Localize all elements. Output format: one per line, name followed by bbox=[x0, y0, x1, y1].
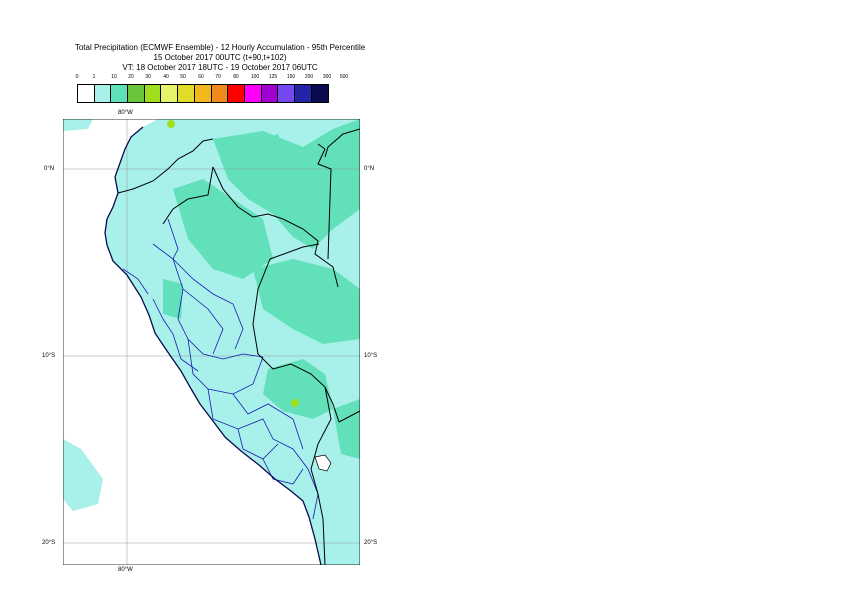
legend-swatch bbox=[94, 85, 112, 102]
bottom-lon-label: 80°W bbox=[118, 567, 133, 573]
legend-label: 80 bbox=[233, 74, 239, 80]
legend-label: 70 bbox=[215, 74, 221, 80]
lat-label-right: 20°S bbox=[364, 540, 378, 546]
legend-swatch bbox=[261, 85, 279, 102]
legend-label: 50 bbox=[180, 74, 186, 80]
base-time: 15 October 2017 00UTC (t+90,t+102) bbox=[153, 53, 287, 62]
legend-swatch bbox=[244, 85, 262, 102]
legend-swatch bbox=[194, 85, 212, 102]
lat-label-left: 20°S bbox=[42, 540, 56, 546]
moderate-precip-areas bbox=[63, 119, 360, 499]
legend-colorbar bbox=[77, 84, 330, 103]
legend-label: 300 bbox=[322, 74, 332, 80]
legend-label: 1 bbox=[92, 74, 96, 80]
lake-titicaca bbox=[314, 454, 332, 472]
legend-swatch bbox=[161, 85, 179, 102]
legend-swatch bbox=[228, 85, 245, 102]
coastline bbox=[104, 126, 322, 565]
lat-label-left: 0°N bbox=[44, 166, 55, 172]
legend-swatch bbox=[294, 85, 312, 102]
legend-labels: 0 1 10 20 30 40 50 60 70 80 100 125 150 … bbox=[70, 74, 360, 84]
legend-swatch bbox=[278, 85, 295, 102]
legend-swatch bbox=[128, 85, 145, 102]
legend-label: 20 bbox=[128, 74, 134, 80]
legend-label: 500 bbox=[339, 74, 349, 80]
legend-label: 40 bbox=[163, 74, 169, 80]
offshore-precip bbox=[63, 119, 103, 511]
legend-label: 30 bbox=[145, 74, 151, 80]
legend-label: 10 bbox=[111, 74, 117, 80]
legend-swatch bbox=[211, 85, 229, 102]
heavy-precip-spots bbox=[167, 120, 299, 407]
map-title: Total Precipitation (ECMWF Ensemble) - 1… bbox=[74, 43, 366, 52]
top-lon-label: 80°W bbox=[118, 110, 133, 116]
legend-swatch bbox=[78, 85, 95, 102]
lat-label-right: 0°N bbox=[364, 166, 375, 172]
legend-swatch bbox=[178, 85, 195, 102]
legend-swatch bbox=[144, 85, 162, 102]
legend-swatch bbox=[311, 85, 329, 102]
precipitation-map bbox=[63, 119, 360, 565]
region-borders bbox=[122, 218, 319, 520]
lat-label-left: 10°S bbox=[42, 353, 56, 359]
valid-time: VT: 18 October 2017 18UTC - 19 October 2… bbox=[122, 63, 318, 72]
legend-label: 125 bbox=[268, 74, 278, 80]
legend-label: 60 bbox=[198, 74, 204, 80]
legend-label: 0 bbox=[75, 74, 79, 80]
legend-swatch bbox=[111, 85, 129, 102]
lat-label-right: 10°S bbox=[364, 353, 378, 359]
legend-label: 150 bbox=[286, 74, 296, 80]
legend-label: 200 bbox=[304, 74, 314, 80]
legend-label: 100 bbox=[250, 74, 260, 80]
country-borders bbox=[117, 128, 360, 565]
